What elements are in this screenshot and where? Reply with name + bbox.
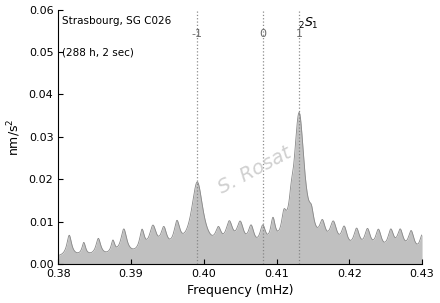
X-axis label: Frequency (mHz): Frequency (mHz) (187, 285, 293, 298)
Y-axis label: nm/s$^2$: nm/s$^2$ (6, 118, 23, 155)
Text: 1: 1 (296, 29, 303, 39)
Text: -1: -1 (192, 29, 203, 39)
Text: (288 h, 2 sec): (288 h, 2 sec) (62, 48, 134, 58)
Text: Strasbourg, SG C026: Strasbourg, SG C026 (62, 16, 171, 26)
Text: 0: 0 (259, 29, 266, 39)
Text: S. Rosat: S. Rosat (215, 144, 294, 198)
Text: $_2S_1$: $_2S_1$ (298, 16, 319, 31)
